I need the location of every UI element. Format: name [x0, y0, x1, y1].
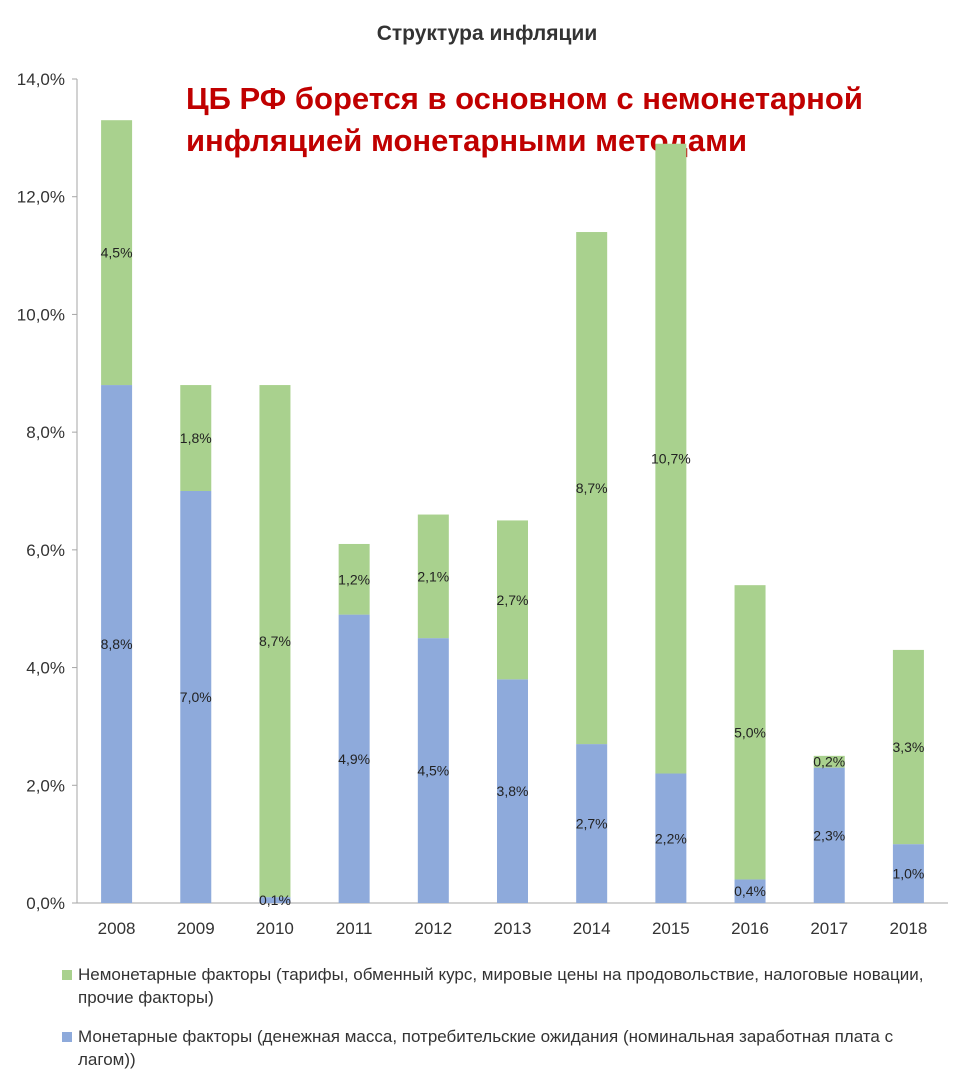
- x-tick-label-2018: 2018: [889, 919, 927, 938]
- y-tick-label: 12,0%: [17, 188, 65, 207]
- x-tick-label-2014: 2014: [573, 919, 611, 938]
- data-label-nonmonetary-2016: 5,0%: [734, 724, 766, 740]
- data-label-nonmonetary-2010: 8,7%: [259, 633, 291, 649]
- headline-annotation: ЦБ РФ борется в основном с немонетарной …: [186, 81, 863, 158]
- legend-item-nonmonetary: Немонетарные факторы (тарифы, обменный к…: [62, 963, 952, 1009]
- bar-nonmonetary-2010: [259, 385, 291, 898]
- bar-monetary-2017: [813, 767, 845, 903]
- legend-label-monetary: Монетарные факторы (денежная масса, потр…: [78, 1027, 894, 1069]
- x-tick-label-2008: 2008: [98, 919, 136, 938]
- y-tick-label: 8,0%: [26, 423, 65, 442]
- data-label-monetary-2016: 0,4%: [734, 883, 766, 899]
- chart-title: Структура инфляции: [376, 22, 598, 45]
- data-label-monetary-2011: 4,9%: [338, 751, 370, 767]
- y-tick-label: 2,0%: [26, 776, 65, 795]
- data-label-monetary-2009: 7,0%: [180, 689, 212, 705]
- y-tick-label: 10,0%: [17, 305, 65, 324]
- y-tick-label: 6,0%: [26, 541, 65, 560]
- x-tick-label-2013: 2013: [494, 919, 532, 938]
- data-label-monetary-2017: 2,3%: [813, 827, 845, 843]
- data-label-monetary-2008: 8,8%: [101, 636, 133, 652]
- data-label-nonmonetary-2013: 2,7%: [497, 592, 529, 608]
- stacked-bar-chart: 0,0% 2,0% 4,0% 6,0% 8,0% 10,0% 12,0% 14,0% 8,8% 4…: [17, 70, 948, 938]
- data-label-monetary-2010: 0,1%: [259, 892, 291, 908]
- legend-item-monetary: Монетарные факторы (денежная масса, потр…: [62, 1025, 952, 1071]
- x-tick-label-2012: 2012: [414, 919, 452, 938]
- bar-nonmonetary-2016: [734, 585, 766, 880]
- x-tick-label-2017: 2017: [810, 919, 848, 938]
- bar-monetary-2009: [180, 491, 212, 903]
- legend-swatch-nonmonetary: [62, 970, 72, 980]
- y-tick-label: 14,0%: [17, 70, 65, 89]
- bar-nonmonetary-2017: [813, 755, 845, 768]
- legend-label-nonmonetary: Немонетарные факторы (тарифы, обменный к…: [78, 965, 924, 1007]
- bar-monetary-2010: [259, 897, 291, 903]
- data-label-nonmonetary-2012: 2,1%: [417, 568, 449, 584]
- data-label-nonmonetary-2009: 1,8%: [180, 430, 212, 446]
- data-label-monetary-2012: 4,5%: [417, 763, 449, 779]
- y-tick-label: 0,0%: [26, 894, 65, 913]
- bar-monetary-2011: [338, 614, 370, 903]
- bar-monetary-2013: [497, 679, 528, 903]
- bar-nonmonetary-2018: [892, 649, 924, 845]
- x-tick-label-2010: 2010: [256, 919, 294, 938]
- bar-monetary-2014: [576, 744, 608, 903]
- bar-nonmonetary-2011: [338, 543, 370, 615]
- bar-monetary-2008: [101, 385, 133, 903]
- data-label-nonmonetary-2017: 0,2%: [813, 754, 845, 770]
- bar-nonmonetary-2008: [101, 120, 133, 386]
- bar-monetary-2012: [417, 638, 449, 903]
- x-tick-label-2016: 2016: [731, 919, 769, 938]
- data-label-monetary-2018: 1,0%: [892, 866, 924, 882]
- data-label-nonmonetary-2015: 10,7%: [651, 451, 691, 467]
- bar-nonmonetary-2015: [655, 143, 687, 774]
- bar-monetary-2018: [892, 844, 924, 903]
- x-tick-label-2011: 2011: [336, 919, 373, 938]
- x-tick-label-2015: 2015: [652, 919, 690, 938]
- bar-nonmonetary-2013: [497, 520, 528, 680]
- data-label-nonmonetary-2018: 3,3%: [892, 739, 924, 755]
- data-label-monetary-2015: 2,2%: [655, 830, 687, 846]
- bar-monetary-2016: [734, 879, 766, 903]
- bar-monetary-2015: [655, 773, 687, 903]
- data-label-nonmonetary-2011: 1,2%: [338, 571, 370, 587]
- data-label-monetary-2013: 3,8%: [497, 783, 529, 799]
- y-tick-label: 4,0%: [26, 659, 65, 678]
- bar-nonmonetary-2014: [576, 232, 608, 745]
- x-tick-label-2009: 2009: [177, 919, 215, 938]
- bar-nonmonetary-2012: [417, 514, 449, 639]
- legend-swatch-monetary: [62, 1032, 72, 1042]
- data-label-monetary-2014: 2,7%: [576, 816, 608, 832]
- data-label-nonmonetary-2008: 4,5%: [101, 245, 133, 261]
- bar-nonmonetary-2009: [180, 385, 212, 491]
- data-label-nonmonetary-2014: 8,7%: [576, 480, 608, 496]
